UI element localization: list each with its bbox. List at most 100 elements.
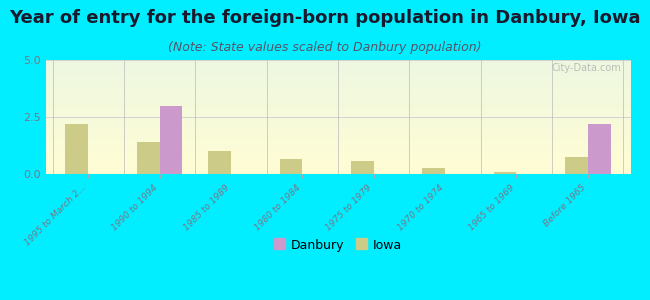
Bar — [46, 67, 630, 68]
Bar — [46, 118, 630, 119]
Bar — [46, 168, 630, 169]
Bar — [46, 80, 630, 81]
Bar — [46, 128, 630, 129]
Bar — [46, 171, 630, 172]
Bar — [208, 151, 231, 174]
Bar — [46, 120, 630, 121]
Bar — [280, 159, 302, 174]
Bar — [46, 167, 630, 168]
Bar — [46, 137, 630, 138]
Bar — [46, 71, 630, 72]
Bar — [46, 153, 630, 154]
Bar — [46, 104, 630, 105]
Legend: Danbury, Iowa: Danbury, Iowa — [269, 234, 407, 257]
Text: (Note: State values scaled to Danbury population): (Note: State values scaled to Danbury po… — [168, 40, 482, 53]
Bar — [46, 161, 630, 162]
Bar — [46, 76, 630, 77]
Bar — [46, 133, 630, 134]
Bar — [46, 156, 630, 157]
Bar — [46, 148, 630, 149]
Bar — [46, 94, 630, 95]
Bar — [46, 116, 630, 117]
Bar — [46, 108, 630, 109]
Bar — [46, 99, 630, 100]
Bar — [46, 119, 630, 120]
Bar — [46, 141, 630, 142]
Bar — [46, 101, 630, 102]
Bar — [46, 144, 630, 145]
Bar — [46, 66, 630, 67]
Bar — [46, 61, 630, 62]
Bar — [46, 121, 630, 122]
Bar — [46, 112, 630, 113]
Bar — [46, 88, 630, 89]
Bar — [46, 149, 630, 150]
Bar — [46, 146, 630, 147]
Bar — [46, 68, 630, 69]
Text: City-Data.com: City-Data.com — [552, 63, 621, 74]
Bar — [136, 142, 160, 174]
Bar — [46, 142, 630, 143]
Bar — [46, 64, 630, 65]
Bar — [46, 125, 630, 126]
Bar — [46, 97, 630, 98]
Bar — [351, 161, 374, 174]
Bar — [160, 106, 183, 174]
Bar — [46, 82, 630, 83]
Bar — [46, 139, 630, 140]
Bar — [46, 151, 630, 152]
Bar — [46, 154, 630, 155]
Bar — [46, 96, 630, 97]
Bar — [46, 159, 630, 160]
Bar — [46, 91, 630, 92]
Bar — [46, 106, 630, 107]
Bar — [46, 122, 630, 123]
Bar — [46, 100, 630, 101]
Bar — [46, 169, 630, 170]
Bar — [46, 145, 630, 146]
Bar — [46, 107, 630, 108]
Bar — [46, 138, 630, 139]
Bar — [46, 140, 630, 141]
Bar — [46, 135, 630, 136]
Bar — [46, 93, 630, 94]
Bar — [46, 150, 630, 151]
Bar — [46, 117, 630, 118]
Bar — [46, 131, 630, 132]
Bar — [46, 69, 630, 70]
Bar — [46, 134, 630, 135]
Bar — [46, 162, 630, 163]
Bar — [565, 157, 588, 174]
Bar — [46, 129, 630, 130]
Bar — [46, 165, 630, 166]
Bar — [46, 74, 630, 75]
Bar — [46, 114, 630, 115]
Bar — [46, 95, 630, 96]
Bar — [46, 164, 630, 165]
Bar — [46, 98, 630, 99]
Bar — [46, 89, 630, 90]
Bar — [46, 123, 630, 124]
Bar — [46, 158, 630, 159]
Bar — [46, 115, 630, 116]
Bar — [588, 124, 610, 174]
Text: Year of entry for the foreign-born population in Danbury, Iowa: Year of entry for the foreign-born popul… — [9, 9, 641, 27]
Bar — [46, 65, 630, 66]
Bar — [46, 113, 630, 114]
Bar — [46, 160, 630, 161]
Bar — [493, 172, 516, 174]
Bar — [46, 79, 630, 80]
Bar — [46, 87, 630, 88]
Bar — [46, 170, 630, 171]
Bar — [46, 172, 630, 173]
Bar — [46, 70, 630, 71]
Bar — [46, 62, 630, 63]
Bar — [422, 168, 445, 174]
Bar — [46, 86, 630, 87]
Bar — [46, 90, 630, 91]
Bar — [46, 163, 630, 164]
Bar — [46, 130, 630, 131]
Bar — [46, 77, 630, 78]
Bar — [46, 143, 630, 144]
Bar — [46, 152, 630, 153]
